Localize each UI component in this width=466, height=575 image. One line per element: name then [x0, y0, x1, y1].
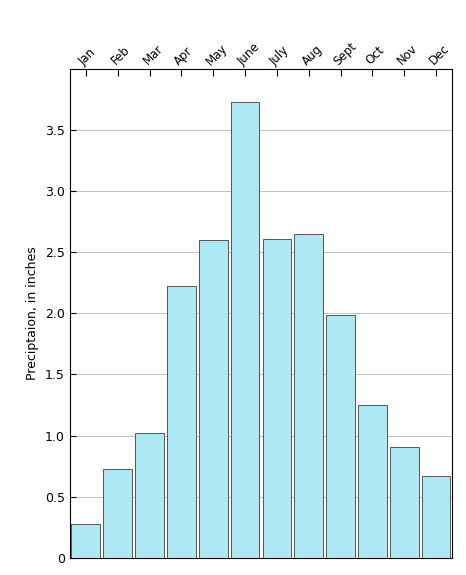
Bar	[262, 239, 291, 558]
Bar	[167, 286, 196, 558]
Y-axis label: Preciptaion, in inches: Preciptaion, in inches	[27, 247, 40, 380]
Bar	[199, 240, 227, 558]
Bar	[358, 405, 387, 558]
Bar	[135, 433, 164, 558]
Bar	[295, 234, 323, 558]
Bar	[390, 447, 418, 558]
Bar	[231, 102, 260, 558]
Bar	[326, 315, 355, 558]
Bar	[103, 469, 132, 558]
Bar	[71, 523, 100, 558]
Bar	[422, 476, 451, 558]
